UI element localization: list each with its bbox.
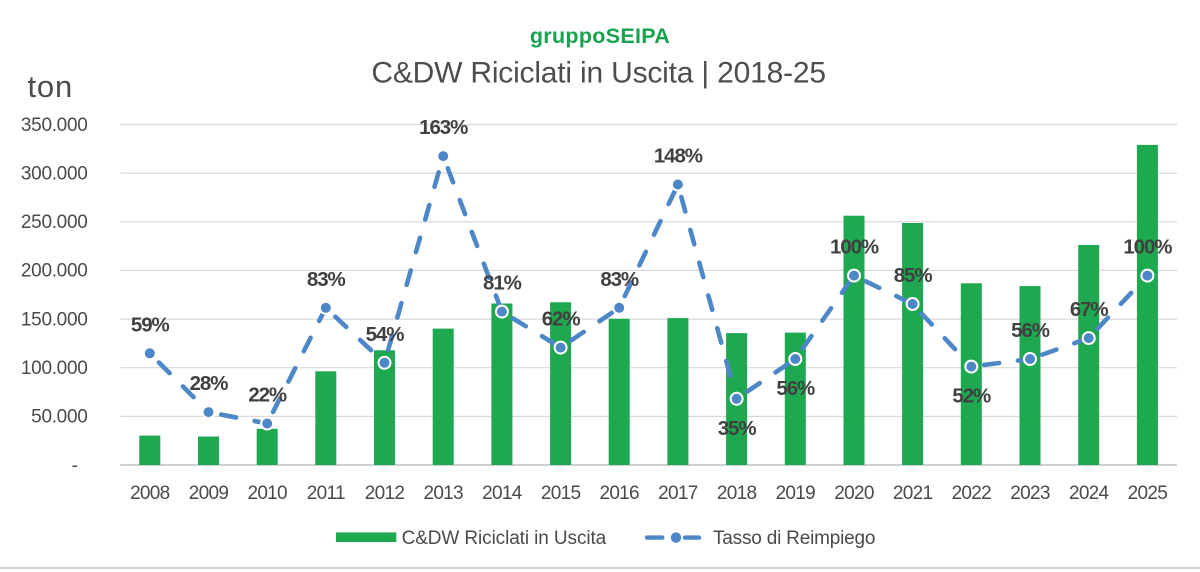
svg-text:2024: 2024 (1069, 483, 1110, 504)
svg-text:163%: 163% (419, 116, 468, 139)
svg-text:52%: 52% (952, 385, 991, 408)
svg-text:85%: 85% (894, 264, 933, 287)
svg-text:100%: 100% (1123, 236, 1172, 259)
svg-text:2011: 2011 (307, 483, 345, 504)
svg-text:C&DW Riciclati in Uscita | 201: C&DW Riciclati in Uscita | 2018-25 (371, 57, 825, 90)
svg-text:100.000: 100.000 (21, 358, 88, 379)
svg-text:2017: 2017 (658, 483, 698, 504)
svg-text:ton: ton (28, 69, 74, 104)
svg-text:2018: 2018 (717, 483, 757, 504)
svg-text:2015: 2015 (541, 483, 581, 504)
svg-text:Tasso di Reimpiego: Tasso di Reimpiego (713, 528, 875, 549)
svg-text:-: - (72, 455, 78, 476)
svg-text:62%: 62% (542, 308, 581, 331)
svg-text:148%: 148% (654, 145, 703, 168)
svg-text:150.000: 150.000 (21, 309, 88, 330)
svg-text:83%: 83% (307, 268, 346, 291)
svg-text:59%: 59% (131, 313, 170, 336)
svg-text:54%: 54% (366, 323, 405, 346)
svg-text:2008: 2008 (130, 483, 170, 504)
svg-text:2014: 2014 (482, 483, 523, 504)
svg-text:2010: 2010 (247, 483, 287, 504)
svg-text:2020: 2020 (834, 483, 874, 504)
svg-text:2023: 2023 (1010, 483, 1050, 504)
svg-text:gruppoSEIPA: gruppoSEIPA (530, 24, 670, 48)
svg-text:83%: 83% (600, 268, 639, 291)
svg-text:200.000: 200.000 (21, 261, 88, 282)
svg-text:250.000: 250.000 (21, 212, 88, 233)
svg-text:35%: 35% (718, 417, 757, 440)
svg-text:56%: 56% (1011, 319, 1050, 342)
svg-text:2009: 2009 (189, 483, 229, 504)
svg-text:350.000: 350.000 (21, 115, 88, 136)
svg-text:2019: 2019 (776, 483, 816, 504)
svg-text:56%: 56% (776, 377, 815, 400)
svg-text:C&DW Riciclati in Uscita: C&DW Riciclati in Uscita (402, 528, 607, 549)
svg-text:2022: 2022 (952, 483, 992, 504)
svg-text:2013: 2013 (423, 483, 463, 504)
svg-text:2012: 2012 (365, 483, 405, 504)
svg-text:81%: 81% (483, 272, 522, 295)
svg-text:22%: 22% (248, 384, 287, 407)
svg-text:28%: 28% (190, 372, 229, 395)
svg-text:2021: 2021 (893, 483, 933, 504)
svg-text:300.000: 300.000 (21, 163, 88, 184)
svg-text:2016: 2016 (599, 483, 639, 504)
svg-text:100%: 100% (830, 236, 879, 259)
svg-text:2025: 2025 (1128, 483, 1168, 504)
svg-text:67%: 67% (1070, 298, 1109, 321)
svg-text:50.000: 50.000 (31, 407, 87, 428)
